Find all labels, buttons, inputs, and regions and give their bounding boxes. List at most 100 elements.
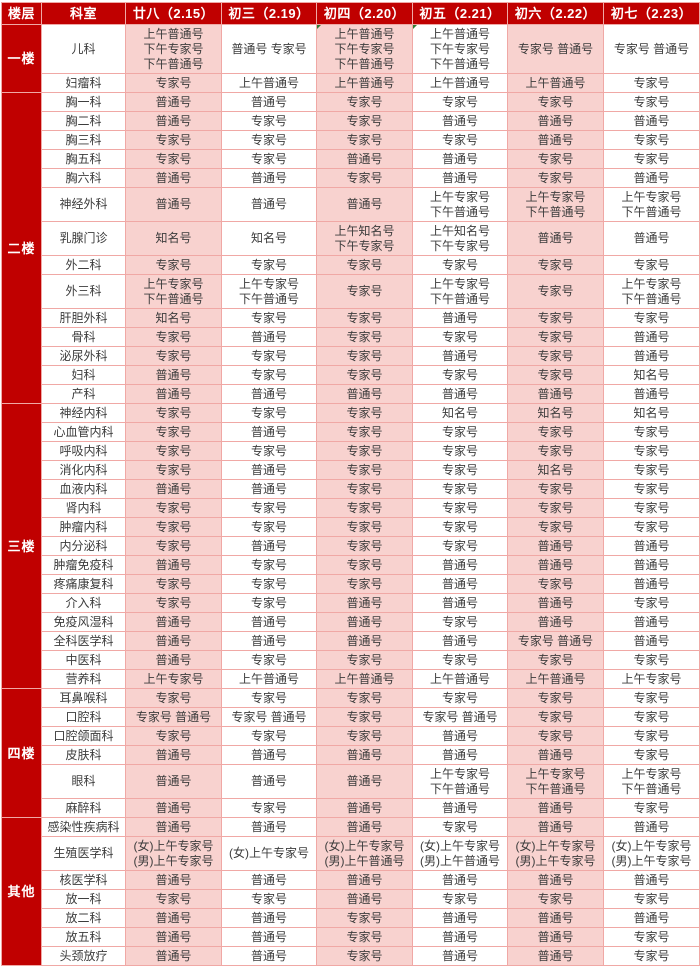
schedule-cell: 专家号 bbox=[316, 536, 413, 556]
header-date: 初五（2.21） bbox=[412, 2, 508, 25]
schedule-cell: 专家号 bbox=[125, 498, 222, 518]
schedule-cell: 上午专家号 bbox=[603, 669, 700, 689]
schedule-cell: 普通号 bbox=[221, 631, 317, 651]
dept-cell: 头颈放疗 bbox=[41, 946, 126, 966]
schedule-cell: 专家号 bbox=[507, 726, 604, 746]
schedule-cell: 专家号 bbox=[316, 707, 413, 727]
header-dept: 科室 bbox=[41, 2, 126, 25]
schedule-cell: 上午普通号 bbox=[507, 669, 604, 689]
dept-cell: 肾内科 bbox=[41, 498, 126, 518]
schedule-cell: 普通号 bbox=[412, 798, 508, 818]
table-row: 肿瘤内科 专家号 专家号 专家号 专家号 专家号 专家号 bbox=[2, 517, 700, 537]
dept-cell: 血液内科 bbox=[41, 479, 126, 499]
schedule-cell: 专家号 bbox=[412, 255, 508, 275]
schedule-cell: 专家号 bbox=[316, 479, 413, 499]
dept-cell: 营养科 bbox=[41, 669, 126, 689]
schedule-cell: 专家号 bbox=[603, 798, 700, 818]
schedule-cell: 专家号 bbox=[316, 946, 413, 966]
schedule-cell: 专家号 bbox=[316, 517, 413, 537]
schedule-cell: 专家号 bbox=[412, 460, 508, 480]
schedule-cell: 普通号 bbox=[507, 384, 604, 404]
schedule-cell: 专家号 bbox=[603, 441, 700, 461]
dept-cell: 核医学科 bbox=[41, 870, 126, 890]
schedule-cell: 专家号 bbox=[603, 92, 700, 112]
schedule-cell: 上午普通号 bbox=[221, 73, 317, 93]
schedule-cell: 专家号 bbox=[507, 365, 604, 385]
schedule-cell: 普通号 bbox=[125, 479, 222, 499]
schedule-cell: 专家号 bbox=[316, 365, 413, 385]
schedule-cell: 普通号 bbox=[221, 927, 317, 947]
schedule-cell: 普通号 bbox=[412, 631, 508, 651]
schedule-cell: 上午专家号 下午普通号 bbox=[603, 187, 700, 222]
table-row: 消化内科 专家号 普通号 专家号 专家号 知名号 专家号 bbox=[2, 460, 700, 480]
table-row: 肿瘤免疫科 普通号 专家号 专家号 普通号 普通号 普通号 bbox=[2, 555, 700, 575]
schedule-cell: 普通号 bbox=[412, 870, 508, 890]
dept-cell: 放二科 bbox=[41, 908, 126, 928]
schedule-cell: 普通号 bbox=[125, 612, 222, 632]
schedule-cell: 普通号 bbox=[221, 327, 317, 347]
schedule-cell: 专家号 bbox=[412, 889, 508, 909]
schedule-cell: 专家号 bbox=[603, 889, 700, 909]
dept-cell: 胸一科 bbox=[41, 92, 126, 112]
schedule-cell: 知名号 bbox=[603, 403, 700, 423]
schedule-cell: 专家号 bbox=[125, 73, 222, 93]
dept-cell: 心血管内科 bbox=[41, 422, 126, 442]
schedule-cell: 普通号 bbox=[412, 111, 508, 131]
schedule-cell: 普通号 bbox=[316, 612, 413, 632]
schedule-cell: 普通号 bbox=[125, 745, 222, 765]
schedule-cell: 普通号 bbox=[221, 92, 317, 112]
schedule-cell: 普通号 bbox=[412, 927, 508, 947]
table-row: 免疫风湿科 普通号 普通号 普通号 专家号 普通号 普通号 bbox=[2, 612, 700, 632]
dept-cell: 口腔颌面科 bbox=[41, 726, 126, 746]
schedule-cell: 专家号 bbox=[316, 688, 413, 708]
schedule-cell: 专家号 bbox=[125, 574, 222, 594]
schedule-cell: 普通号 bbox=[316, 764, 413, 799]
table-row: 生殖医学科 (女)上午专家号 (男)上午专家号 (女)上午专家号 (女)上午专家号 (… bbox=[2, 836, 700, 871]
schedule-cell: 专家号 bbox=[412, 365, 508, 385]
schedule-cell: 专家号 bbox=[125, 346, 222, 366]
schedule-cell: 专家号 bbox=[603, 927, 700, 947]
schedule-cell: 普通号 bbox=[125, 946, 222, 966]
schedule-cell: 上午普通号 bbox=[507, 73, 604, 93]
floor-cell: 二楼 bbox=[1, 92, 42, 404]
schedule-cell: 普通号 bbox=[603, 817, 700, 837]
schedule-cell: 普通号 bbox=[125, 650, 222, 670]
schedule-cell: 专家号 bbox=[412, 422, 508, 442]
schedule-cell: 普通号 bbox=[125, 555, 222, 575]
table-row: 胸二科 普通号 专家号 专家号 普通号 普通号 普通号 bbox=[2, 111, 700, 131]
schedule-cell: 普通号 bbox=[507, 927, 604, 947]
schedule-cell: 普通号 bbox=[603, 346, 700, 366]
schedule-cell: 上午普通号 bbox=[412, 669, 508, 689]
schedule-cell: 专家号 bbox=[507, 889, 604, 909]
schedule-cell: 上午专家号 下午普通号 bbox=[412, 274, 508, 309]
dept-cell: 神经内科 bbox=[41, 403, 126, 423]
schedule-cell: 专家号 普通号 bbox=[507, 631, 604, 651]
schedule-cell: 普通号 bbox=[125, 798, 222, 818]
schedule-cell: 普通号 bbox=[221, 745, 317, 765]
schedule-cell: 上午专家号 bbox=[125, 669, 222, 689]
schedule-cell: 普通号 bbox=[221, 536, 317, 556]
schedule-cell: (女)上午专家号 bbox=[221, 836, 317, 871]
schedule-cell: 普通号 bbox=[603, 555, 700, 575]
table-row: 核医学科 普通号 普通号 普通号 普通号 普通号 普通号 bbox=[2, 870, 700, 890]
schedule-cell: 普通号 bbox=[316, 149, 413, 169]
schedule-cell: 专家号 bbox=[412, 650, 508, 670]
schedule-cell: 普通号 bbox=[507, 555, 604, 575]
table-row: 头颈放疗 普通号 普通号 专家号 普通号 普通号 专家号 bbox=[2, 946, 700, 966]
schedule-cell: 上午普通号 bbox=[412, 73, 508, 93]
schedule-cell: 普通号 bbox=[125, 168, 222, 188]
schedule-cell: 专家号 bbox=[125, 460, 222, 480]
schedule-cell: 专家号 bbox=[507, 149, 604, 169]
schedule-cell: 普通号 bbox=[316, 631, 413, 651]
floor-cell: 一楼 bbox=[1, 24, 42, 93]
table-row: 胸六科 普通号 普通号 专家号 普通号 专家号 普通号 bbox=[2, 168, 700, 188]
schedule-cell: 知名号 bbox=[507, 460, 604, 480]
table-row: 皮肤科 普通号 普通号 普通号 普通号 普通号 专家号 bbox=[2, 745, 700, 765]
floor-cell: 其他 bbox=[1, 817, 42, 966]
schedule-cell: 专家号 bbox=[125, 536, 222, 556]
table-row: 肝胆外科 知名号 专家号 专家号 普通号 专家号 专家号 bbox=[2, 308, 700, 328]
dept-cell: 口腔科 bbox=[41, 707, 126, 727]
schedule-cell: 知名号 bbox=[507, 403, 604, 423]
schedule-cell: 上午普通号 下午专家号 下午普通号 bbox=[316, 24, 413, 74]
schedule-cell: 普通号 bbox=[125, 817, 222, 837]
